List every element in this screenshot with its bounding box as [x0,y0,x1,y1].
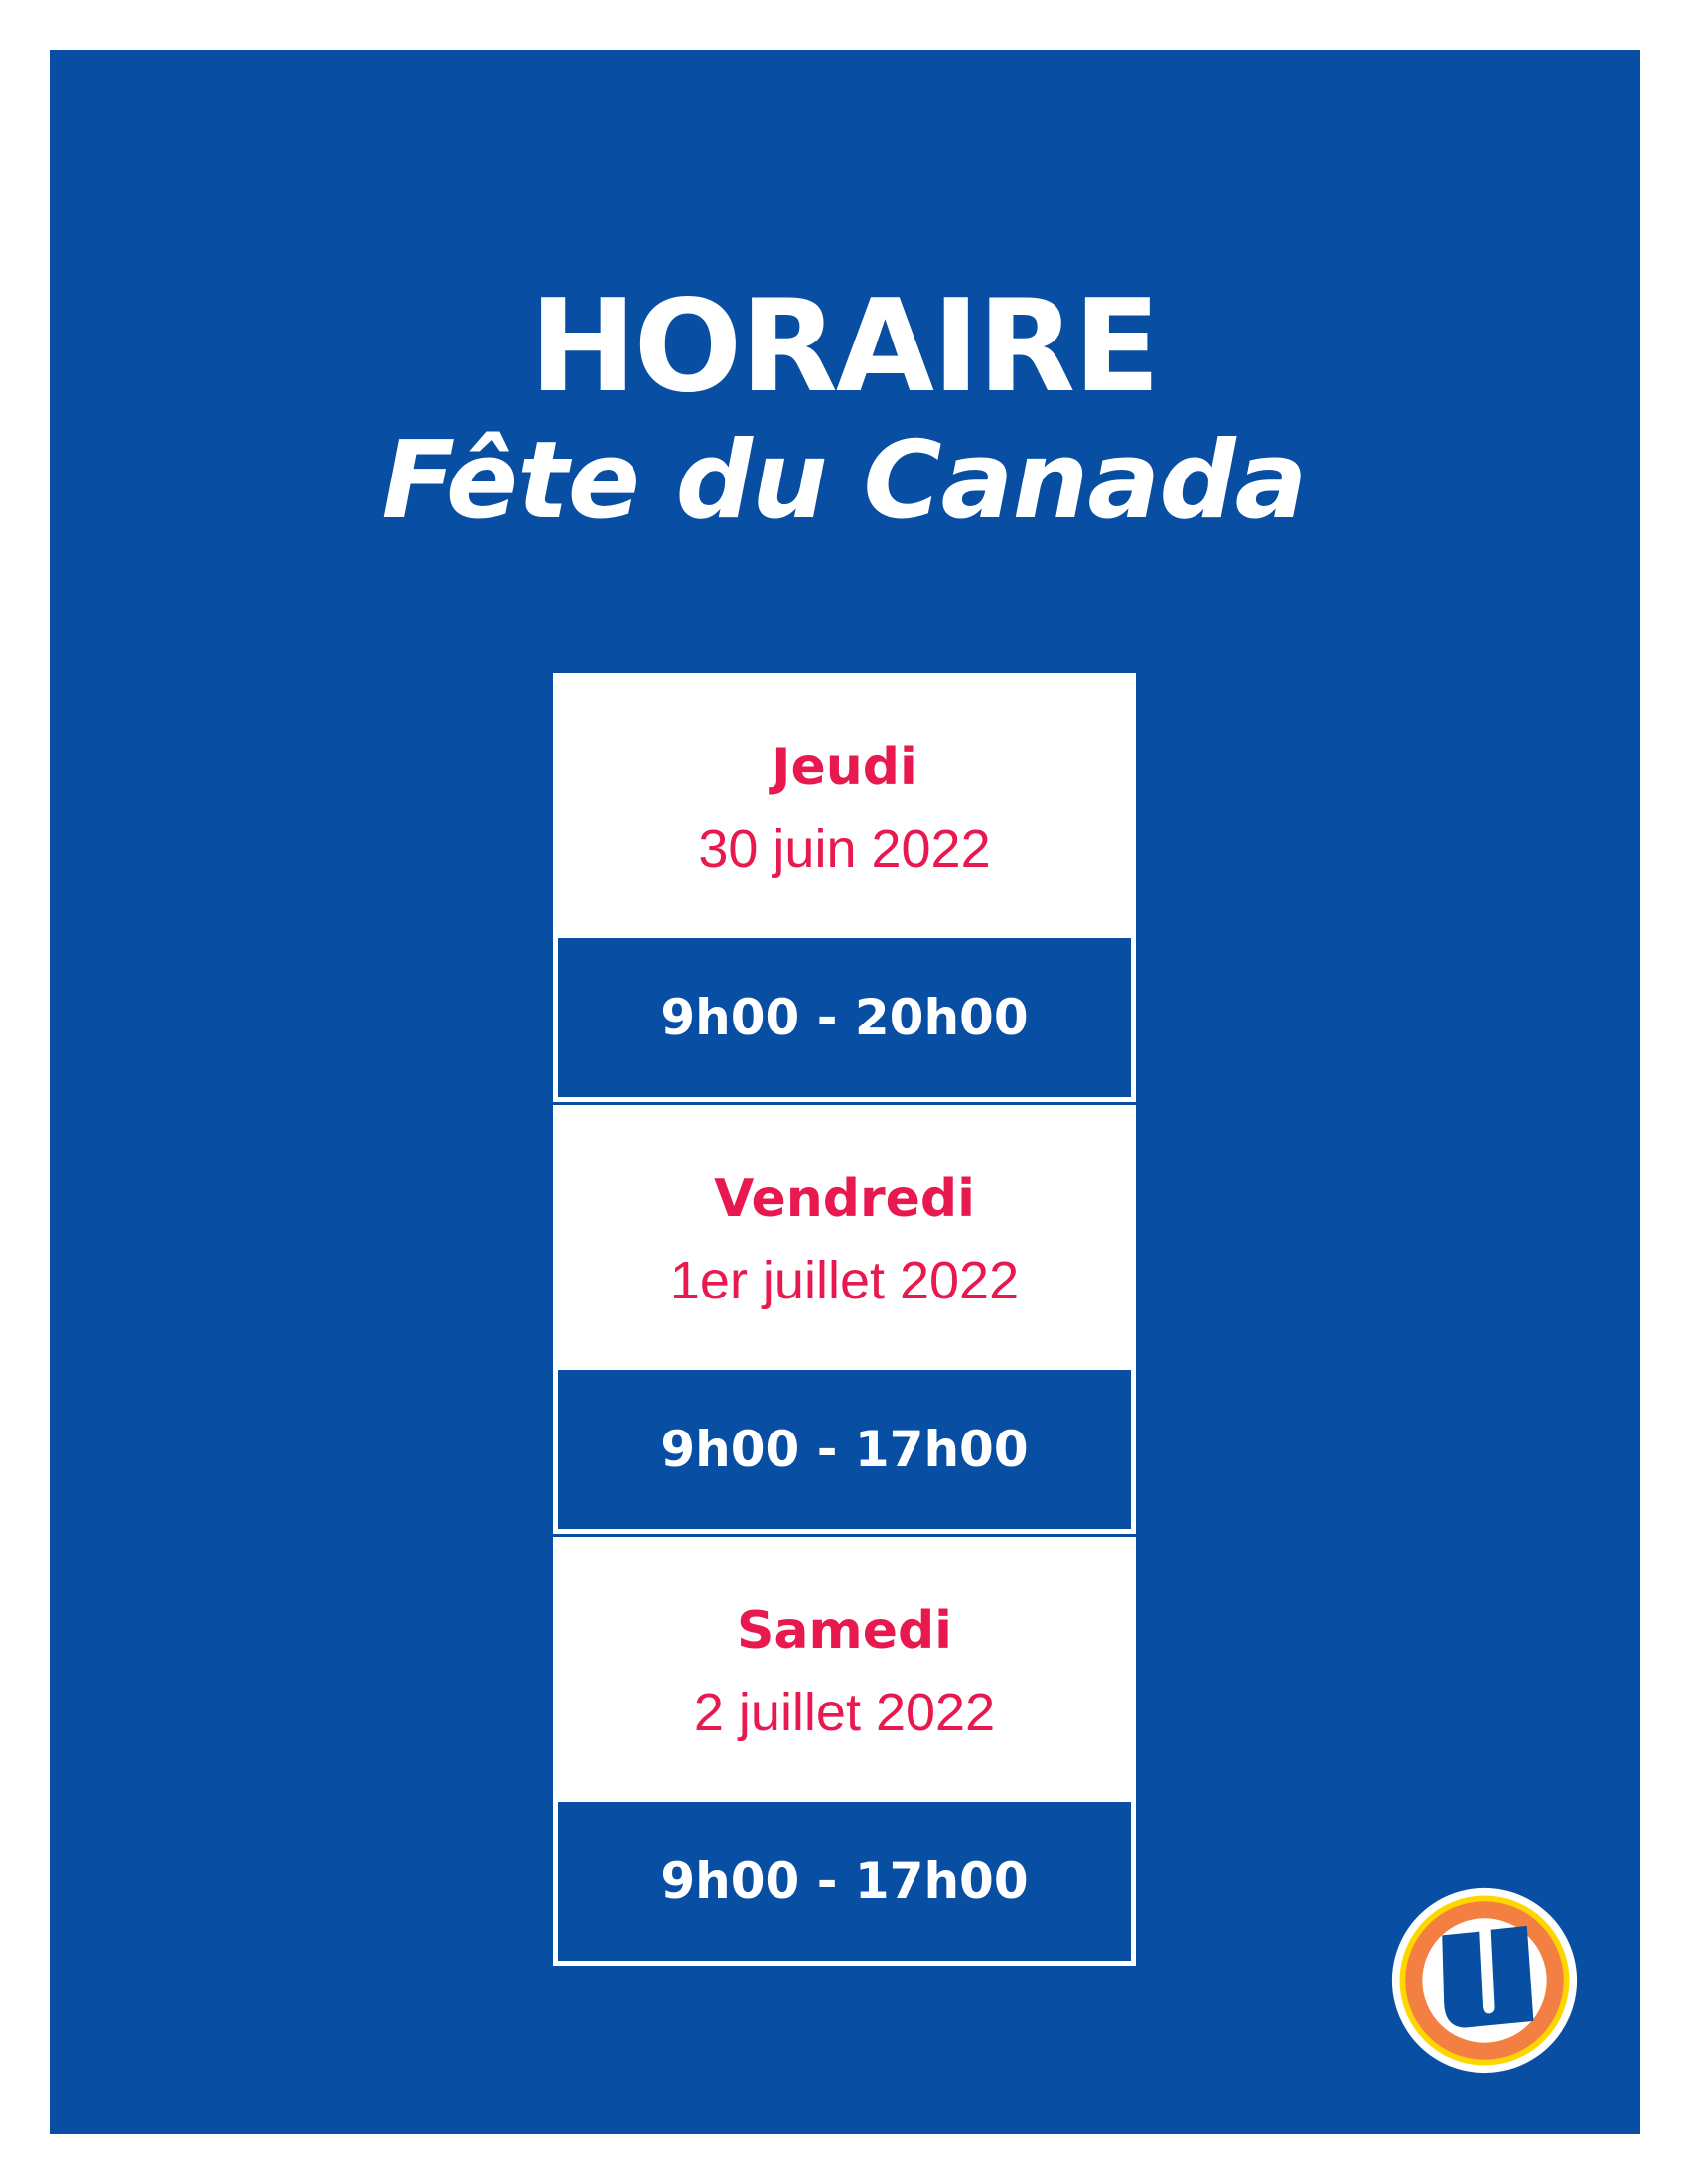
u-logo-icon [1391,1887,1578,2074]
day-label: Jeudi [772,738,917,797]
day-label: Samedi [736,1601,953,1661]
page-subtitle: Fête du Canada [381,419,1308,543]
hours-label: 9h00 - 17h00 [558,1370,1131,1529]
date-label: 2 juillet 2022 [693,1683,996,1742]
day-label: Vendredi [714,1169,975,1229]
page-title: HORAIRE [529,273,1160,421]
schedule-card: Vendredi 1er juillet 2022 9h00 - 17h00 [553,1105,1136,1534]
date-label: 1er juillet 2022 [669,1251,1020,1310]
schedule-card: Samedi 2 juillet 2022 9h00 - 17h00 [553,1537,1136,1966]
hours-label: 9h00 - 20h00 [558,938,1131,1097]
schedule-card: Jeudi 30 juin 2022 9h00 - 20h00 [553,673,1136,1102]
hours-label: 9h00 - 17h00 [558,1802,1131,1961]
date-label: 30 juin 2022 [698,819,991,879]
